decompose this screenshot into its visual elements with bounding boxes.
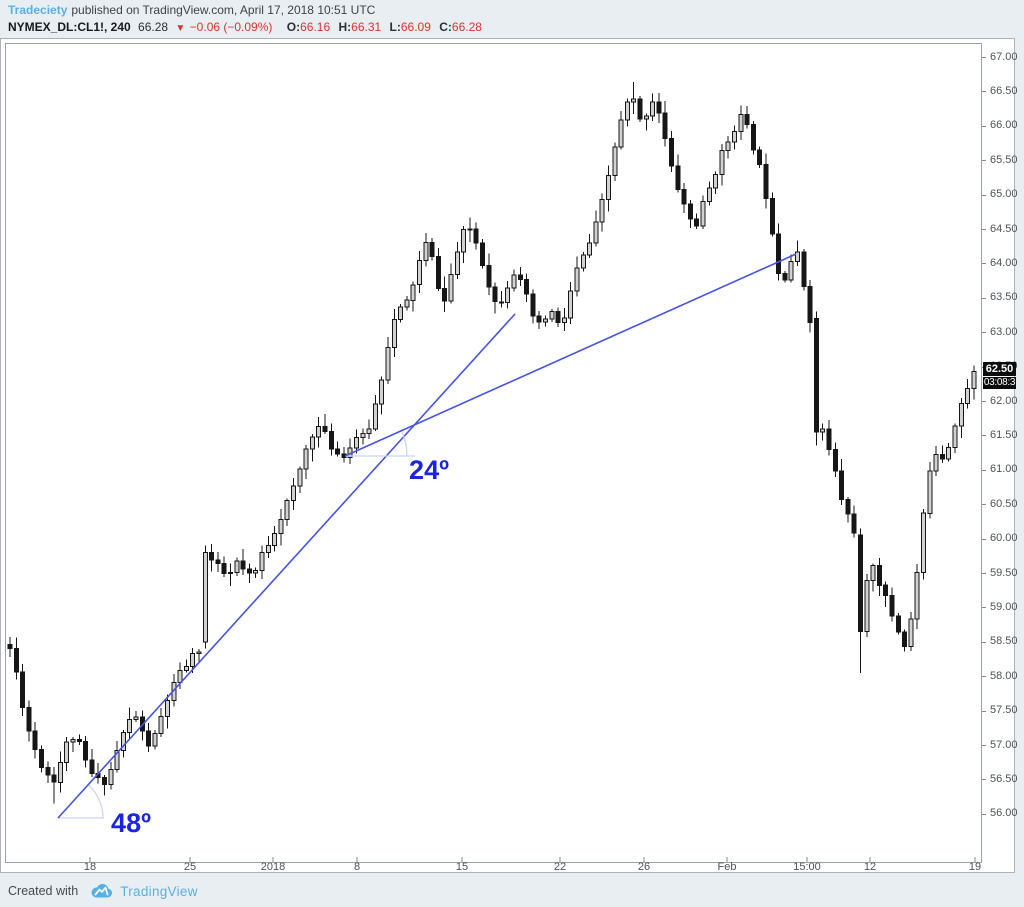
tradingview-logo-icon[interactable] [90,883,113,899]
24-degree-trendline[interactable] [344,253,797,457]
price-tick-label: 66.00 [990,119,1018,132]
price-tick-label: 59.00 [990,600,1018,613]
48-degree-trendline[interactable] [57,313,516,819]
price-tick-mark [982,641,986,643]
last-price-badge: 62.50 03:08:3 [983,361,1016,389]
price-tick-mark [982,332,986,334]
price-tick-label: 61.00 [990,463,1018,476]
time-tick-label: 18 [83,861,97,873]
trendline-annotations[interactable]: 48º 24º [57,253,797,838]
high-value: 66.31 [351,20,382,34]
price-tick-label: 56.50 [990,772,1018,785]
price-tick-label: 64.50 [990,222,1018,235]
down-arrow-icon: ▼ [175,23,186,34]
publish-info: Tradeciety published on TradingView.com, … [8,3,482,18]
last-price-badge-value: 62.50 [983,361,1016,376]
time-tick-label: 8 [353,861,361,873]
last-price: 66.28 [138,20,169,34]
price-tick-mark [982,607,986,609]
price-tick-label: 61.50 [990,428,1018,441]
price-tick-label: 60.00 [990,532,1018,545]
price-tick-mark [982,676,986,678]
price-tick-label: 65.50 [990,153,1018,166]
price-tick-label: 57.50 [990,704,1018,717]
price-tick-mark [982,91,986,93]
symbol-info-row: NYMEX_DL:CL1!, 240 66.28 ▼ −0.06 (−0.09%… [8,20,482,36]
price-tick-mark [982,573,986,574]
48-degree-trendline-label: 48º [111,808,151,838]
symbol-name: NYMEX_DL:CL1!, 240 [8,20,131,34]
price-tick-mark [982,469,986,471]
time-tick-label: 15 [455,861,469,873]
close-value: 66.28 [451,20,482,34]
price-tick-label: 65.00 [990,188,1018,201]
time-tick-label: 19 [968,861,982,873]
price-tick-label: 56.00 [990,807,1018,820]
price-tick-mark [982,813,986,815]
price-tick-mark [982,297,986,299]
candlestick-plot: 48º 24º [7,81,977,862]
price-tick-mark [982,194,986,196]
price-change: −0.06 (−0.09%) [189,20,273,34]
price-tick-mark [982,57,986,58]
price-tick-mark [982,263,986,265]
footer: Created with TradingView [8,883,198,899]
price-tick-label: 63.00 [990,325,1018,338]
time-tick-label: Feb [717,861,737,873]
price-tick-mark [982,538,986,540]
price-tick-label: 58.00 [990,669,1018,682]
price-tick-label: 63.50 [990,291,1018,304]
price-tick-mark [982,160,986,162]
price-tick-mark [982,779,986,781]
chart-panel[interactable]: 48º 24º 67.00 66.50 66.00 65.50 65.00 64.50 64.… [0,38,1018,873]
created-with-text: Created with [8,884,79,898]
high-label: H: [338,20,352,34]
price-tick-label: 62.00 [990,394,1018,407]
time-tick-label: 12 [863,861,877,873]
published-text: published on TradingView.com, April 17, … [71,3,376,17]
price-tick-label: 60.50 [990,497,1018,510]
open-value: 66.16 [300,20,331,34]
price-tick-label: 59.50 [990,566,1018,579]
price-tick-label: 67.00 [990,50,1018,63]
time-tick-label: 25 [183,861,197,873]
price-tick-label: 64.00 [990,256,1018,269]
time-tick-label: 26 [637,861,651,873]
48-degree-trendline-arc [87,784,104,819]
price-tick-label: 57.00 [990,738,1018,751]
bar-countdown: 03:08:3 [983,376,1016,389]
time-tick-label: 2018 [260,861,286,873]
price-tick-label: 66.50 [990,84,1018,97]
price-tick-mark [982,401,986,402]
candles [7,81,977,804]
close-label: C: [439,20,452,34]
low-label: L: [389,20,401,34]
24-degree-trendline-label: 24º [409,455,449,485]
price-tick-mark [982,435,986,437]
price-tick-mark [982,504,986,506]
time-tick-label: 22 [553,861,567,873]
time-tick-label: 15:00 [793,861,821,873]
author-link[interactable]: Tradeciety [8,3,68,17]
price-tick-mark [982,745,986,746]
chart-header: Tradeciety published on TradingView.com, … [8,3,482,36]
low-value: 66.09 [400,20,431,34]
price-tick-mark [982,229,986,230]
price-tick-label: 58.50 [990,635,1018,648]
price-tick-mark [982,125,986,127]
tradingview-brand-text[interactable]: TradingView [120,883,198,899]
open-label: O: [286,20,301,34]
axis-ticks [89,857,976,862]
price-tick-mark [982,710,986,712]
